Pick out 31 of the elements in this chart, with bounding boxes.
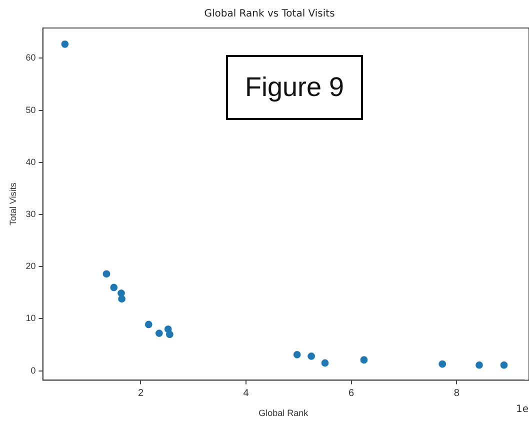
point: [61, 40, 69, 48]
point: [321, 359, 329, 367]
y-tick-label: 0: [30, 365, 36, 376]
point: [166, 330, 174, 338]
y-tick-label: 40: [26, 156, 36, 167]
y-tick-label: 10: [26, 313, 36, 324]
x-tick-label: 4: [243, 388, 250, 399]
x-tick-label: 8: [454, 388, 460, 399]
point: [144, 320, 152, 328]
annotation: Figure 9: [226, 55, 363, 120]
x-tick-label: 6: [348, 388, 355, 399]
point: [293, 350, 301, 358]
point: [308, 352, 316, 360]
point: [102, 270, 110, 278]
x-tick-label: 2: [138, 388, 144, 399]
y-tick-label: 30: [26, 209, 36, 220]
chart-title: Global Rank vs Total Visits: [204, 8, 335, 20]
point: [476, 361, 483, 369]
y-tick-label: 50: [26, 104, 36, 115]
text: 1e: [516, 404, 529, 415]
point: [110, 284, 118, 292]
point: [155, 330, 163, 338]
y-tick-label: 20: [26, 261, 36, 272]
point: [500, 361, 508, 369]
point: [438, 360, 446, 368]
point: [360, 356, 368, 364]
point: [118, 295, 126, 303]
x-axis-title: Global Rank: [258, 408, 309, 418]
y-axis-title: Total Visits: [8, 182, 18, 226]
point: [118, 289, 125, 297]
y-tick-label: 60: [26, 52, 36, 63]
